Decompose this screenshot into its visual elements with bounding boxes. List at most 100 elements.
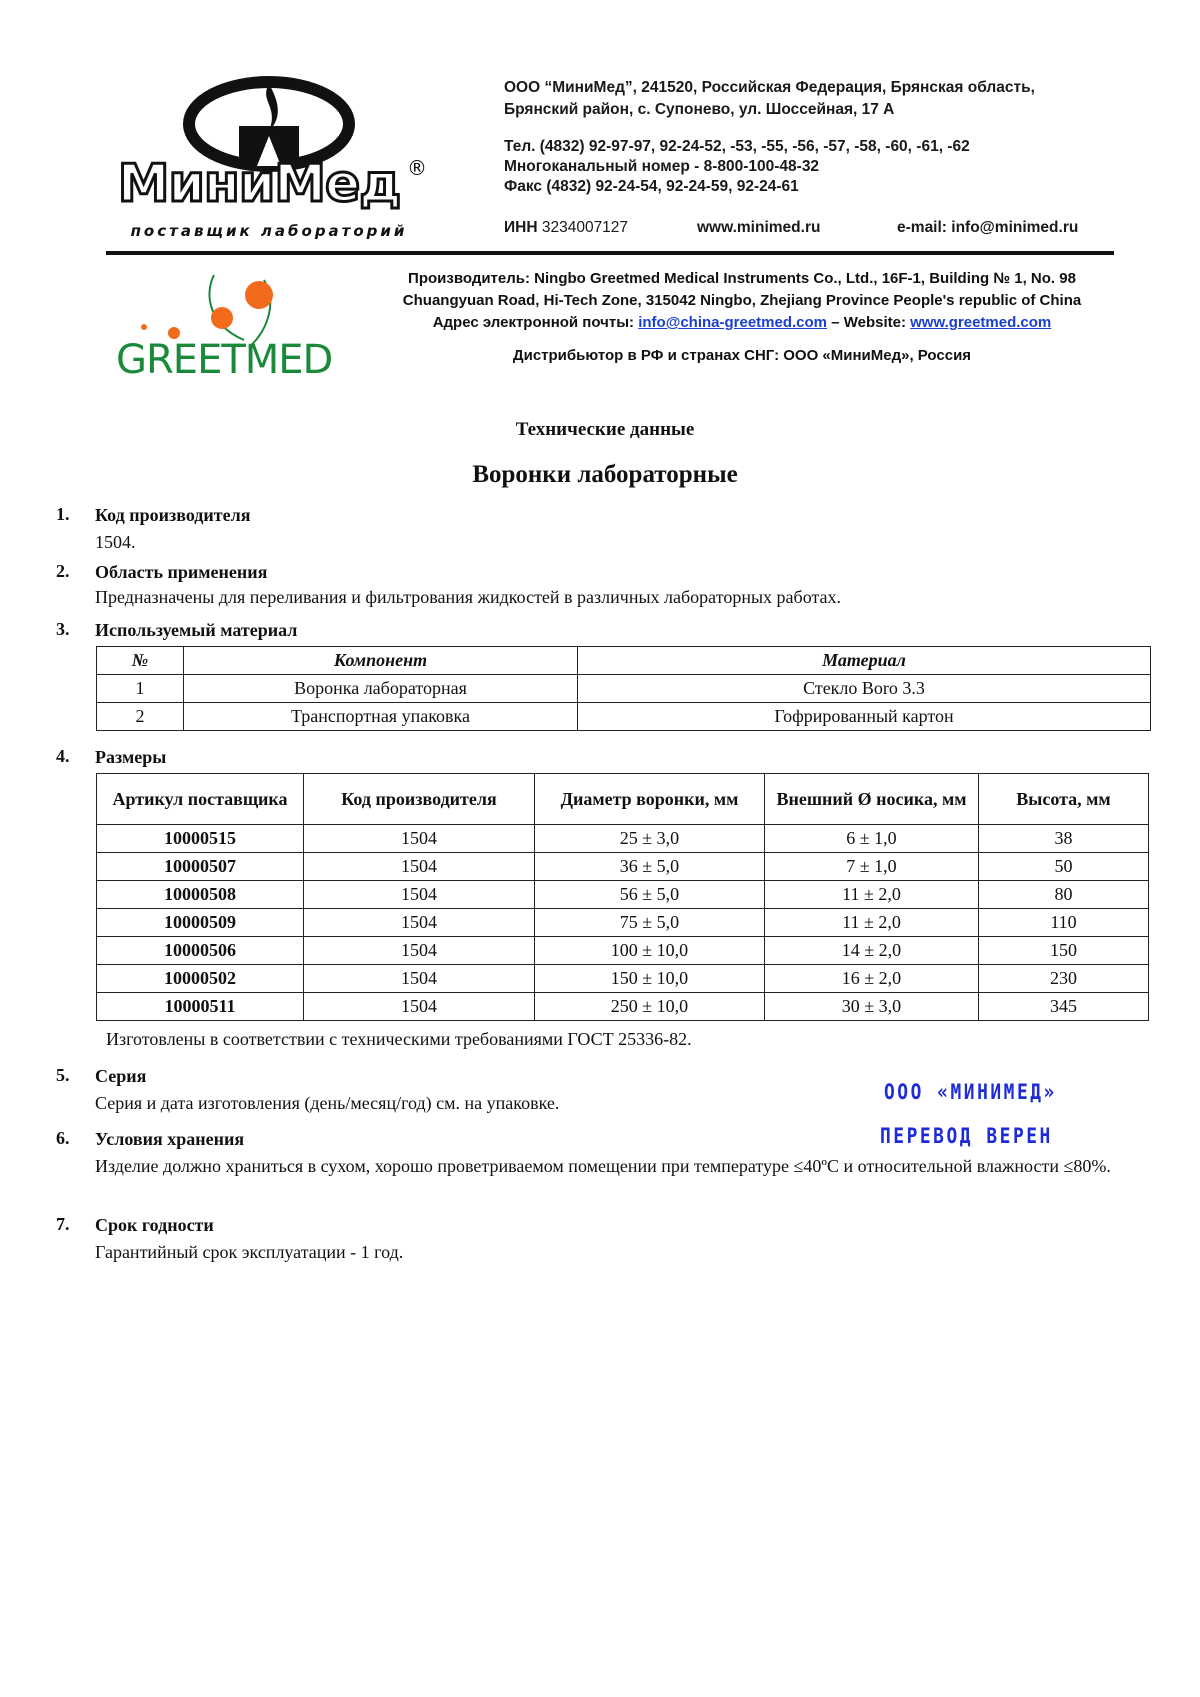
section-text: Серия и дата изготовления (день/месяц/го… — [95, 1093, 560, 1113]
table-cell: 14 ± 2,0 — [764, 936, 979, 965]
website-label: – Website: — [831, 314, 906, 331]
article-cell: 10000502 — [96, 964, 304, 993]
table-row: 2 Транспортная упаковка Гофрированный ка… — [96, 702, 1151, 731]
table-cell: 7 ± 1,0 — [764, 852, 979, 881]
section-text: Изделие должно храниться в сухом, хорошо… — [95, 1156, 1111, 1176]
email-link[interactable]: e-mail: info@minimed.ru — [897, 219, 1079, 236]
inn-label: ИНН — [504, 219, 538, 236]
table-cell: 110 — [978, 908, 1149, 937]
table-cell: 150 ± 10,0 — [534, 964, 765, 993]
greetmed-logo-text: GREETMED — [116, 337, 333, 383]
table-cell: 230 — [978, 964, 1149, 993]
materials-table: № Компонент Материал 1 Воронка лаборатор… — [96, 646, 1151, 731]
fax-line: Факс (4832) 92-24-54, 92-24-59, 92-24-61 — [504, 178, 799, 195]
section-title: Размеры — [95, 747, 167, 767]
table-cell: 11 ± 2,0 — [764, 908, 979, 937]
manufacturer-line-2: Chuangyuan Road, Hi-Tech Zone, 315042 Ni… — [402, 292, 1082, 309]
table-cell: 1504 — [303, 880, 535, 909]
section-number: 6. — [56, 1128, 70, 1148]
inn-value: 3234007127 — [541, 219, 629, 236]
column-header: № — [96, 646, 184, 675]
manufacturer-email-link[interactable]: info@china-greetmed.com — [638, 314, 828, 331]
translation-stamp-line-1: ООО «МИНИМЕД» — [884, 1080, 1057, 1104]
registered-mark: ® — [407, 156, 427, 180]
table-cell: 50 — [978, 852, 1149, 881]
email-label: Адрес электронной почты: — [432, 314, 635, 331]
article-cell: 10000511 — [96, 992, 304, 1021]
section-manufacturer-code: Код производителя 1504. — [95, 504, 250, 554]
address-line-2: Брянский район, с. Супонево, ул. Шоссейн… — [504, 101, 895, 118]
section-title: Область применения — [95, 562, 268, 582]
table-cell: Гофрированный картон — [577, 702, 1151, 731]
company-address: ООО “МиниМед”, 241520, Российская Федера… — [504, 77, 1035, 121]
article-cell: 10000506 — [96, 936, 304, 965]
column-header: Высота, мм — [978, 773, 1149, 825]
section-number: 2. — [56, 561, 70, 581]
table-row: 10000511 1504 250 ± 10,0 30 ± 3,0 345 — [96, 992, 1149, 1021]
table-cell: 1504 — [303, 824, 535, 853]
section-material: Используемый материал — [95, 619, 297, 642]
section-title: Серия — [95, 1066, 147, 1086]
header-divider — [106, 251, 1114, 255]
section-number: 5. — [56, 1065, 70, 1085]
section-text: Гарантийный срок эксплуатации - 1 год. — [95, 1242, 404, 1262]
column-header: Код производителя — [303, 773, 535, 825]
manufacturer-website-link[interactable]: www.greetmed.com — [910, 314, 1052, 331]
section-title: Используемый материал — [95, 620, 298, 640]
section-sizes: Размеры — [95, 746, 166, 769]
section-storage: Условия хранения Изделие должно хранитьс… — [95, 1128, 1151, 1178]
multichannel-line: Многоканальный номер - 8-800-100-48-32 — [504, 158, 820, 175]
translation-stamp-line-2: ПЕРЕВОД ВЕРЕН — [880, 1124, 1053, 1148]
manufacturer-info: Производитель: Ningbo Greetmed Medical I… — [372, 268, 1112, 367]
doc-subtitle: Технические данные — [515, 419, 695, 440]
greetmed-emblem-icon — [141, 274, 273, 348]
section-title: Код производителя — [95, 505, 251, 525]
article-cell: 10000509 — [96, 908, 304, 937]
column-header: Материал — [577, 646, 1151, 675]
table-cell: 150 — [978, 936, 1149, 965]
table-cell: 1504 — [303, 992, 535, 1021]
table-cell: 38 — [978, 824, 1149, 853]
table-cell: 345 — [978, 992, 1149, 1021]
section-number: 1. — [56, 504, 70, 524]
minimed-emblem-icon — [183, 76, 355, 172]
table-cell: 30 ± 3,0 — [764, 992, 979, 1021]
manufacturer-line-1: Производитель: Ningbo Greetmed Medical I… — [408, 270, 1076, 287]
sizes-table: Артикул поставщика Код производителя Диа… — [96, 773, 1149, 1021]
section-number: 7. — [56, 1214, 70, 1234]
table-row: 10000506 1504 100 ± 10,0 14 ± 2,0 150 — [96, 936, 1149, 965]
distributor-line: Дистрибьютор в РФ и странах СНГ: ООО «Ми… — [512, 347, 972, 364]
table-cell: 250 ± 10,0 — [534, 992, 765, 1021]
manufacturer-contacts: Адрес электронной почты: info@china-gree… — [372, 312, 1112, 334]
article-cell: 10000508 — [96, 880, 304, 909]
table-cell: 75 ± 5,0 — [534, 908, 765, 937]
table-cell: 25 ± 3,0 — [534, 824, 765, 853]
website-link[interactable]: www.minimed.ru — [697, 219, 821, 236]
greetmed-logo: GREETMED — [114, 265, 354, 385]
section-number: 4. — [56, 746, 70, 766]
article-cell: 10000507 — [96, 852, 304, 881]
table-row: 10000508 1504 56 ± 5,0 11 ± 2,0 80 — [96, 880, 1149, 909]
table-cell: 1504 — [303, 936, 535, 965]
column-header: Диаметр воронки, мм — [534, 773, 765, 825]
section-title: Срок годности — [95, 1215, 214, 1235]
minimed-logo: МиниМед ® поставщик лабораторий — [109, 76, 434, 246]
table-cell: Воронка лабораторная — [183, 674, 578, 703]
address-line-1: ООО “МиниМед”, 241520, Российская Федера… — [504, 79, 1035, 96]
section-shelf-life: Срок годности Гарантийный срок эксплуата… — [95, 1214, 403, 1264]
column-header: Компонент — [183, 646, 578, 675]
table-cell: 80 — [978, 880, 1149, 909]
section-series: Серия Серия и дата изготовления (день/ме… — [95, 1065, 559, 1115]
table-row: 1 Воронка лабораторная Стекло Boro 3.3 — [96, 674, 1151, 703]
table-row: 10000509 1504 75 ± 5,0 11 ± 2,0 110 — [96, 908, 1149, 937]
table-cell: 1 — [96, 674, 184, 703]
section-title: Условия хранения — [95, 1129, 245, 1149]
table-cell: 6 ± 1,0 — [764, 824, 979, 853]
table-header-row: Артикул поставщика Код производителя Диа… — [96, 773, 1149, 825]
column-header: Артикул поставщика — [96, 773, 304, 825]
page-title: Воронки лабораторные — [472, 461, 738, 488]
table-row: 10000502 1504 150 ± 10,0 16 ± 2,0 230 — [96, 964, 1149, 993]
table-cell: 56 ± 5,0 — [534, 880, 765, 909]
table-cell: 16 ± 2,0 — [764, 964, 979, 993]
